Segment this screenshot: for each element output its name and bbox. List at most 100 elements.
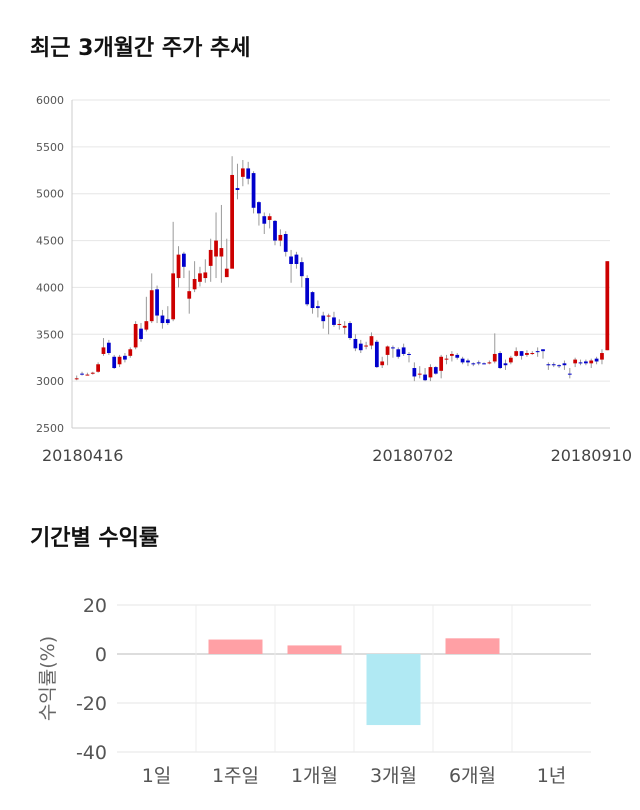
candle-body: [503, 363, 508, 366]
y-tick-label: 20: [83, 595, 107, 617]
candle-body: [133, 323, 138, 348]
candle-body: [450, 353, 454, 356]
candle-body: [535, 351, 540, 353]
candle-body: [374, 341, 379, 368]
x-tick-label: 20180416: [42, 446, 123, 465]
candle-body: [192, 278, 197, 290]
candle-body: [541, 349, 545, 352]
candle-body: [235, 188, 240, 190]
candle-body: [605, 261, 610, 351]
candle-body: [267, 216, 272, 220]
candle-body: [401, 347, 406, 354]
candle-body: [412, 368, 417, 377]
x-tick-label: 1일: [142, 765, 172, 787]
candle-body: [251, 173, 256, 208]
candlestick-chart: 2500 3000 3500 4000 4500 5000 5500 6000 20180416…: [36, 94, 632, 465]
candle-body: [385, 346, 390, 355]
candle-body: [246, 168, 251, 179]
candle-body: [155, 289, 159, 316]
y-tick-label: 4000: [36, 281, 64, 294]
candle-body: [428, 367, 433, 378]
y-tick-label: 4500: [36, 235, 64, 248]
candle-body: [160, 315, 165, 324]
candle-body: [600, 353, 604, 360]
candle-body: [573, 359, 578, 364]
y-tick-label: 2500: [36, 422, 64, 435]
candle-body: [203, 272, 208, 279]
candle-body: [396, 349, 401, 357]
bar: [208, 639, 263, 654]
candle-body: [578, 362, 583, 364]
candle-body: [198, 273, 202, 282]
candle-body: [90, 372, 95, 374]
candle-body: [466, 360, 470, 363]
y-tick-label: 6000: [36, 94, 64, 107]
candle-body: [240, 168, 245, 177]
bar: [366, 654, 421, 726]
candle-body: [417, 373, 422, 375]
x-tick-label: 6개월: [449, 765, 496, 787]
x-tick-label: 20180702: [372, 446, 453, 465]
x-tick-label: 1개월: [291, 765, 338, 787]
candle-body: [407, 353, 411, 355]
candle-body: [80, 373, 84, 375]
candle-body: [316, 306, 320, 309]
candle-body: [74, 378, 79, 380]
candle-body: [96, 364, 100, 372]
returns-chart-title: 기간별 수익률: [30, 526, 160, 551]
candle-body: [551, 364, 556, 366]
candle-body: [492, 353, 497, 362]
y-axis-label: 수익률(%): [37, 636, 59, 721]
candle-body: [176, 254, 181, 279]
candle-body: [101, 347, 106, 354]
candle-body: [471, 363, 476, 365]
candle-body: [208, 249, 213, 266]
y-tick-label: 5500: [36, 141, 64, 154]
candle-body: [508, 357, 513, 363]
candle-body: [460, 358, 465, 363]
x-tick-label: 3개월: [370, 765, 417, 787]
candle-body: [219, 248, 224, 257]
candle-body: [530, 353, 535, 355]
candle-body: [165, 319, 170, 324]
candle-body: [562, 363, 567, 366]
candle-body: [476, 362, 481, 364]
candle-body: [546, 364, 551, 366]
candle-body: [123, 355, 127, 360]
candle-body: [182, 253, 186, 267]
candle-body: [380, 361, 385, 366]
candle-body: [498, 353, 502, 369]
candle-body: [455, 354, 460, 358]
candle-body: [299, 262, 304, 277]
candle-body: [433, 367, 438, 374]
candle-body: [85, 374, 90, 376]
candle-body: [214, 240, 218, 257]
candle-body: [171, 273, 176, 320]
candle-body: [482, 363, 486, 365]
candle-body: [139, 328, 143, 339]
bar: [287, 645, 342, 654]
y-tick-label: 3000: [36, 375, 64, 388]
candle-body: [519, 351, 524, 356]
y-tick-label: -40: [76, 742, 107, 764]
candle-body: [117, 356, 122, 365]
candle-body: [144, 321, 149, 330]
candle-body: [310, 292, 315, 309]
x-tick-label: 1년: [537, 765, 567, 787]
candle-body: [567, 373, 572, 375]
candle-body: [283, 234, 288, 252]
candle-body: [294, 254, 299, 264]
candle-body: [584, 361, 588, 364]
candle-body: [594, 358, 599, 362]
candle-body: [391, 347, 395, 349]
candle-body: [305, 278, 310, 305]
y-tick-label: 5000: [36, 188, 64, 201]
candle-body: [439, 356, 444, 371]
candle-body: [525, 353, 529, 355]
candle-body: [321, 315, 326, 322]
candle-body: [230, 174, 234, 269]
candle-body: [364, 345, 368, 347]
candle-body: [224, 268, 229, 278]
candle-body: [348, 323, 352, 339]
